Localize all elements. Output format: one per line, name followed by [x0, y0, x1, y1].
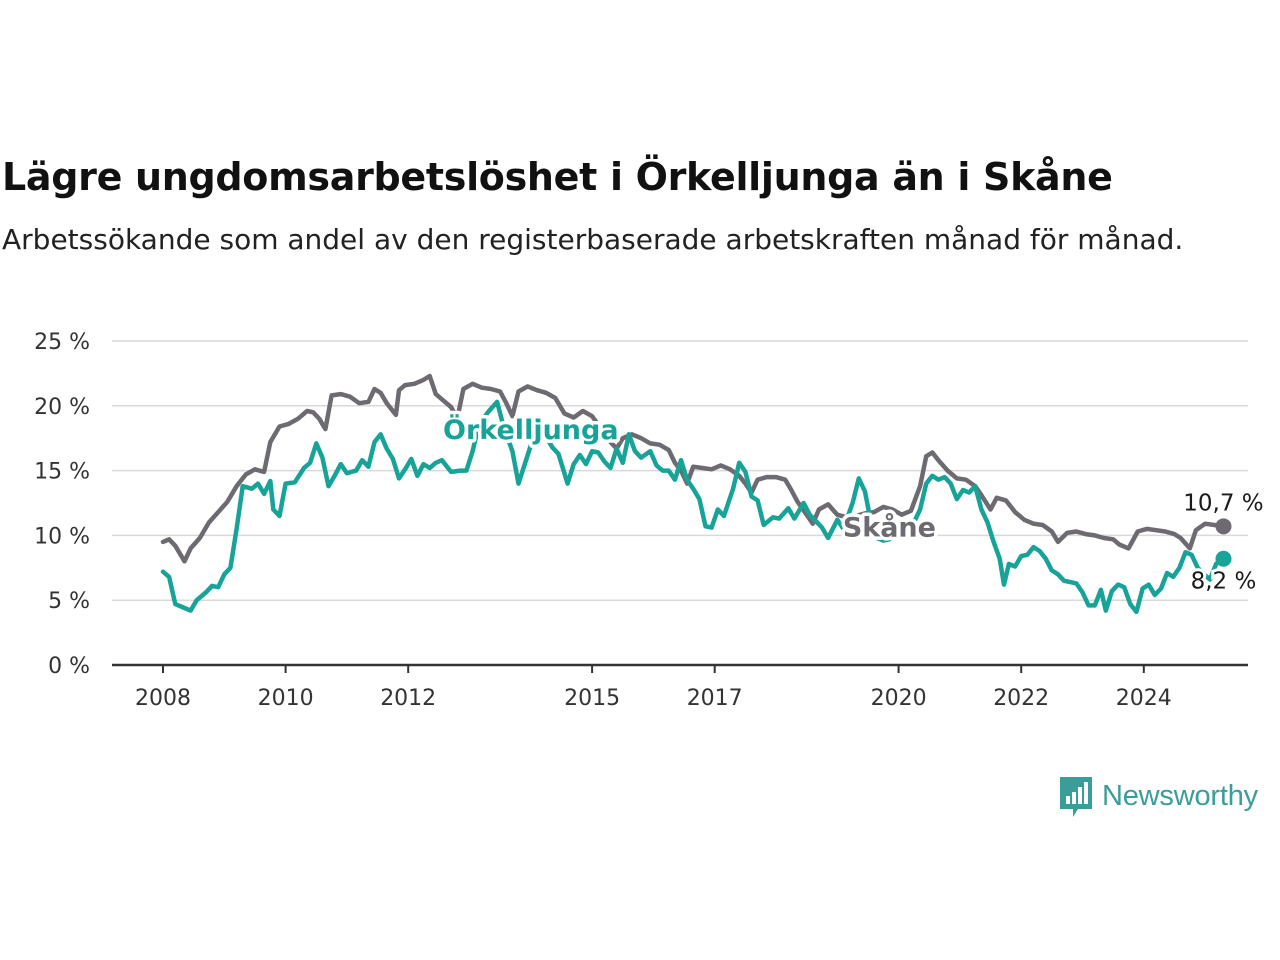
y-tick-label: 0 % — [48, 654, 90, 679]
newsworthy-brand[interactable]: Newsworthy — [1058, 772, 1280, 820]
y-tick-label: 10 % — [34, 524, 90, 549]
y-tick-label: 15 % — [34, 460, 90, 485]
y-tick-label: 25 % — [34, 330, 90, 355]
x-tick-label: 2017 — [687, 686, 743, 711]
x-tick-label: 2015 — [564, 686, 620, 711]
end-label-orkelljunga: 8,2 % — [1191, 569, 1257, 595]
end-point-skne — [1215, 518, 1232, 535]
series-line-skne — [160, 373, 1226, 564]
x-tick-label: 2020 — [871, 686, 927, 711]
chart-subtitle: Arbetssökande som andel av den registerb… — [2, 223, 1184, 256]
x-tick-label: 2022 — [993, 686, 1049, 711]
brand-name: Newsworthy — [1102, 779, 1258, 812]
series-label-skne: Skåne — [843, 511, 936, 543]
x-tick-label: 2008 — [135, 686, 191, 711]
newsworthy-logo-icon — [1060, 777, 1092, 817]
x-tick-label: 2024 — [1116, 686, 1172, 711]
axes: 0 % 5 % 10 % 15 % 20 % 25 % 2008 2010 2012 2015 20… — [34, 330, 1248, 711]
series-labels: Örkelljunga Skåne 10,7 % 8,2 % — [440, 410, 1267, 598]
y-tick-label: 20 % — [34, 395, 90, 420]
chart-title: Lägre ungdomsarbetslöshet i Örkelljunga … — [2, 155, 1113, 199]
series-line-rkelljunga — [160, 399, 1226, 615]
series-label-rkelljunga: Örkelljunga — [443, 413, 619, 446]
end-label-skane: 10,7 % — [1183, 490, 1263, 516]
x-tick-label: 2012 — [380, 686, 436, 711]
end-point-rkelljunga — [1215, 550, 1232, 567]
series-lines — [160, 373, 1232, 615]
y-tick-label: 5 % — [48, 589, 90, 614]
x-tick-label: 2010 — [258, 686, 314, 711]
